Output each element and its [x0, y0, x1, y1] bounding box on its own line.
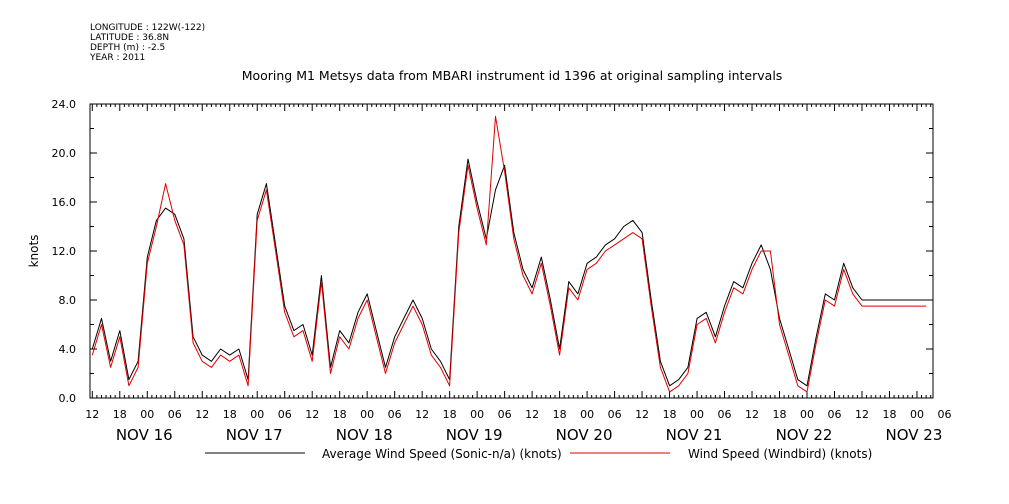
x-hour-label: 18 [773, 408, 787, 421]
x-hour-label: 12 [85, 408, 99, 421]
x-hour-label: 18 [663, 408, 677, 421]
y-axis-label: knots [27, 235, 41, 268]
x-hour-label: 00 [910, 408, 924, 421]
legend-label-black: Average Wind Speed (Sonic-n/a) (knots) [322, 447, 562, 461]
x-hour-label: 00 [800, 408, 814, 421]
series-line-average-sonic [91, 158, 927, 387]
x-hour-label: 00 [580, 408, 594, 421]
metadata-block: LONGITUDE : 122W(-122) LATITUDE : 36.8N … [89, 23, 205, 63]
x-day-label: NOV 16 [116, 426, 173, 444]
x-hour-label: 00 [690, 408, 704, 421]
legend: Average Wind Speed (Sonic-n/a) (knots) W… [205, 447, 872, 461]
y-axis: 0.0 4.0 8.0 12.0 16.0 20.0 24.0 [52, 98, 933, 405]
y-tick-label: 16.0 [52, 196, 77, 209]
x-hour-label: 12 [305, 408, 319, 421]
latitude-text: LATITUDE : 36.8N [90, 33, 169, 43]
longitude-text: LONGITUDE : 122W(-122) [90, 23, 205, 33]
x-hour-label: 06 [718, 408, 732, 421]
x-hour-label: 06 [937, 408, 951, 421]
y-tick-label: 24.0 [52, 98, 77, 111]
y-tick-label: 12.0 [52, 245, 77, 258]
x-hour-label: 18 [443, 408, 457, 421]
x-day-label: NOV 23 [886, 426, 943, 444]
x-day-label: NOV 20 [556, 426, 613, 444]
x-hour-label: 00 [140, 408, 154, 421]
y-tick-label: 20.0 [52, 147, 77, 160]
x-hour-label: 06 [827, 408, 841, 421]
x-hour-label: 00 [470, 408, 484, 421]
x-hour-label: 00 [360, 408, 374, 421]
x-hour-label: 12 [195, 408, 209, 421]
x-hour-label: 06 [608, 408, 622, 421]
chart-title: Mooring M1 Metsys data from MBARI instru… [242, 68, 783, 83]
y-tick-label: 0.0 [59, 392, 77, 405]
series-layer [91, 115, 927, 393]
legend-label-red: Wind Speed (Windbird) (knots) [688, 447, 872, 461]
x-hour-label: 18 [113, 408, 127, 421]
x-hour-label: 12 [745, 408, 759, 421]
x-day-label: NOV 17 [226, 426, 283, 444]
x-hour-label: 12 [855, 408, 869, 421]
x-hour-label: 12 [525, 408, 539, 421]
x-axis: 12 18 00 06 12 18 00 06 12 18 00 06 12 18 00 06 12 18 00 06… [85, 104, 951, 444]
x-hour-label: 18 [882, 408, 896, 421]
x-day-label: NOV 22 [776, 426, 833, 444]
x-day-label: NOV 21 [666, 426, 723, 444]
x-hour-label: 06 [498, 408, 512, 421]
y-tick-label: 4.0 [59, 343, 77, 356]
y-tick-label: 8.0 [59, 294, 77, 307]
x-hour-label: 12 [635, 408, 649, 421]
depth-text: DEPTH (m) : -2.5 [90, 43, 165, 53]
x-hour-label: 12 [415, 408, 429, 421]
year-text: YEAR : 2011 [89, 53, 145, 63]
x-day-label: NOV 18 [336, 426, 393, 444]
x-hour-label: 06 [168, 408, 182, 421]
x-hour-label: 18 [223, 408, 237, 421]
x-hour-label: 06 [278, 408, 292, 421]
x-hour-label: 18 [553, 408, 567, 421]
series-line-windbird [91, 115, 927, 393]
x-hour-label: 00 [250, 408, 264, 421]
x-hour-label: 06 [388, 408, 402, 421]
x-hour-label: 18 [333, 408, 347, 421]
x-day-label: NOV 19 [446, 426, 503, 444]
